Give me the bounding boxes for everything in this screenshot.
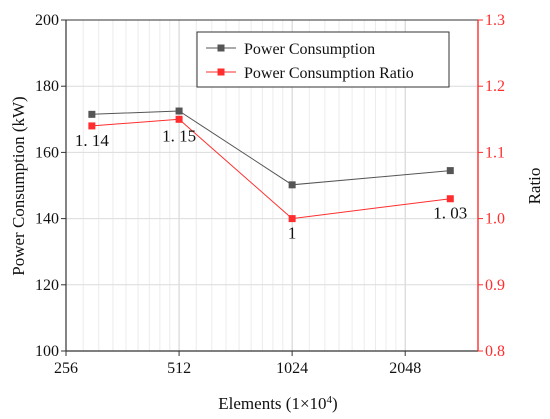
y-right-tick-label: 1.0 <box>485 211 505 228</box>
legend-marker-power <box>217 44 225 52</box>
axes: 100 120 140 160 180 200 0.8 0.9 1.0 1.1 1.2 1.3 256 5… <box>35 12 505 377</box>
y-right-tick-label: 1.2 <box>485 78 505 95</box>
legend-marker-ratio <box>217 68 225 76</box>
data-point-power <box>88 110 96 118</box>
y-right-tick-label: 0.9 <box>485 277 505 294</box>
legend-box <box>196 31 450 88</box>
grid <box>66 20 478 351</box>
series-line-ratio <box>91 118 451 220</box>
series <box>88 107 454 223</box>
legend: Power Consumption Power Consumption Rati… <box>196 31 450 88</box>
legend-label-power: Power Consumption <box>244 41 375 58</box>
x-tick-label: 256 <box>54 360 78 377</box>
legend-label-ratio: Power Consumption Ratio <box>244 65 414 82</box>
y-left-tick-label: 180 <box>35 78 59 95</box>
data-point-ratio <box>175 115 183 123</box>
x-tick-label: 2048 <box>389 360 421 377</box>
y-left-tick-label: 100 <box>35 343 59 360</box>
data-point-ratio <box>446 195 454 203</box>
data-label-ratio: 1 <box>288 224 297 243</box>
data-label-ratio: 1. 15 <box>162 126 196 145</box>
y-left-tick-label: 120 <box>35 277 59 294</box>
y-axis-left-title: Power Consumption (kW) <box>9 96 28 275</box>
data-point-ratio <box>88 122 96 130</box>
data-label-ratio: 1. 03 <box>433 204 467 223</box>
x-tick-label: 512 <box>167 360 191 377</box>
y-right-tick-label: 0.8 <box>485 343 505 360</box>
y-left-tick-label: 160 <box>35 144 59 161</box>
x-axis-title: Elements (1×104) <box>218 394 337 413</box>
data-point-power <box>175 107 183 115</box>
series-line-power <box>91 110 451 186</box>
y-right-tick-label: 1.1 <box>485 144 505 161</box>
x-tick-label: 1024 <box>276 360 308 377</box>
y-left-tick-label: 200 <box>35 12 59 29</box>
data-point-ratio <box>288 215 296 223</box>
y-left-tick-label: 140 <box>35 211 59 228</box>
y-axis-right-title: Ratio <box>525 168 544 205</box>
y-right-tick-label: 1.3 <box>485 12 505 29</box>
data-label-ratio: 1. 14 <box>75 131 110 150</box>
data-point-power <box>446 167 454 175</box>
data-labels: 1. 14 1. 15 1 1. 03 <box>75 126 467 242</box>
data-point-power <box>288 181 296 189</box>
